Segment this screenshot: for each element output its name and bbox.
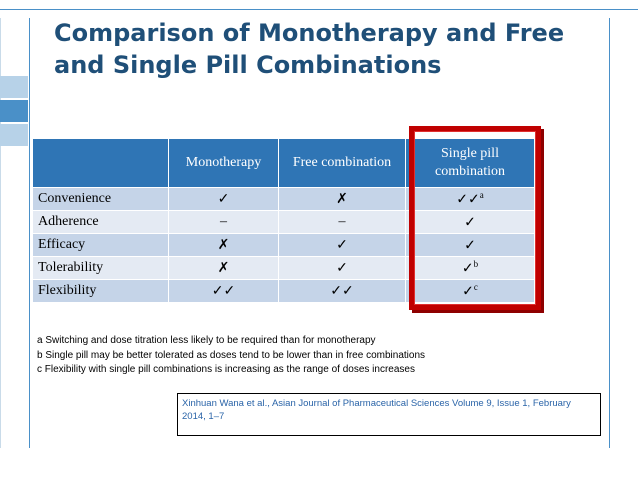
footnote-b: b Single pill may be better tolerated as… <box>37 349 426 361</box>
cell-single: ✓ <box>405 233 535 257</box>
comparison-table: Monotherapy Free combination Single pill… <box>33 139 535 302</box>
top-rule <box>0 9 638 10</box>
cell-single: ✓c <box>405 279 535 302</box>
row-label: Tolerability <box>33 256 169 280</box>
table-row: Adherence – – ✓ <box>33 210 535 234</box>
header-empty <box>33 139 169 188</box>
cell-monotherapy: ✗ <box>168 233 279 257</box>
cell-free: ✗ <box>278 187 406 211</box>
decor-square <box>0 124 28 146</box>
header-free-combination: Free combination <box>278 139 406 188</box>
decor-square <box>0 76 28 98</box>
cell-monotherapy: ✓ <box>168 187 279 211</box>
slide-title: Comparison of Monotherapy and Free and S… <box>54 19 565 80</box>
table-row: Flexibility ✓✓ ✓✓ ✓c <box>33 279 535 302</box>
header-single-pill: Single pill combination <box>405 139 535 188</box>
table-row: Efficacy ✗ ✓ ✓ <box>33 233 535 257</box>
row-label: Flexibility <box>33 279 169 302</box>
footnote-marker: b <box>473 258 479 269</box>
decor-square <box>0 100 28 122</box>
cell-single: ✓ <box>405 210 535 234</box>
cell-monotherapy: ✗ <box>168 256 279 280</box>
table-header-row: Monotherapy Free combination Single pill… <box>33 139 535 188</box>
cell-monotherapy: – <box>168 210 279 234</box>
row-label: Convenience <box>33 187 169 211</box>
row-label: Efficacy <box>33 233 169 257</box>
cell-single: ✓✓a <box>405 187 535 211</box>
footnote-marker: c <box>473 281 478 292</box>
header-monotherapy: Monotherapy <box>168 139 279 188</box>
cell-single: ✓b <box>405 256 535 280</box>
cell-free: ✓ <box>278 256 406 280</box>
reference-citation: Xinhuan Wana et al., Asian Journal of Ph… <box>177 393 601 436</box>
cell-free: – <box>278 210 406 234</box>
footnote-a: a Switching and dose titration less like… <box>37 335 376 346</box>
table-row: Tolerability ✗ ✓ ✓b <box>33 256 535 280</box>
cell-monotherapy: ✓✓ <box>168 279 279 302</box>
footnote-c: c Flexibility with single pill combinati… <box>37 364 415 375</box>
right-decor-bar <box>609 18 638 448</box>
footnote-marker: a <box>479 189 484 200</box>
footnotes: a Switching and dose titration less like… <box>37 334 597 378</box>
cell-free: ✓ <box>278 233 406 257</box>
cell-free: ✓✓ <box>278 279 406 302</box>
table-row: Convenience ✓ ✗ ✓✓a <box>33 187 535 211</box>
row-label: Adherence <box>33 210 169 234</box>
